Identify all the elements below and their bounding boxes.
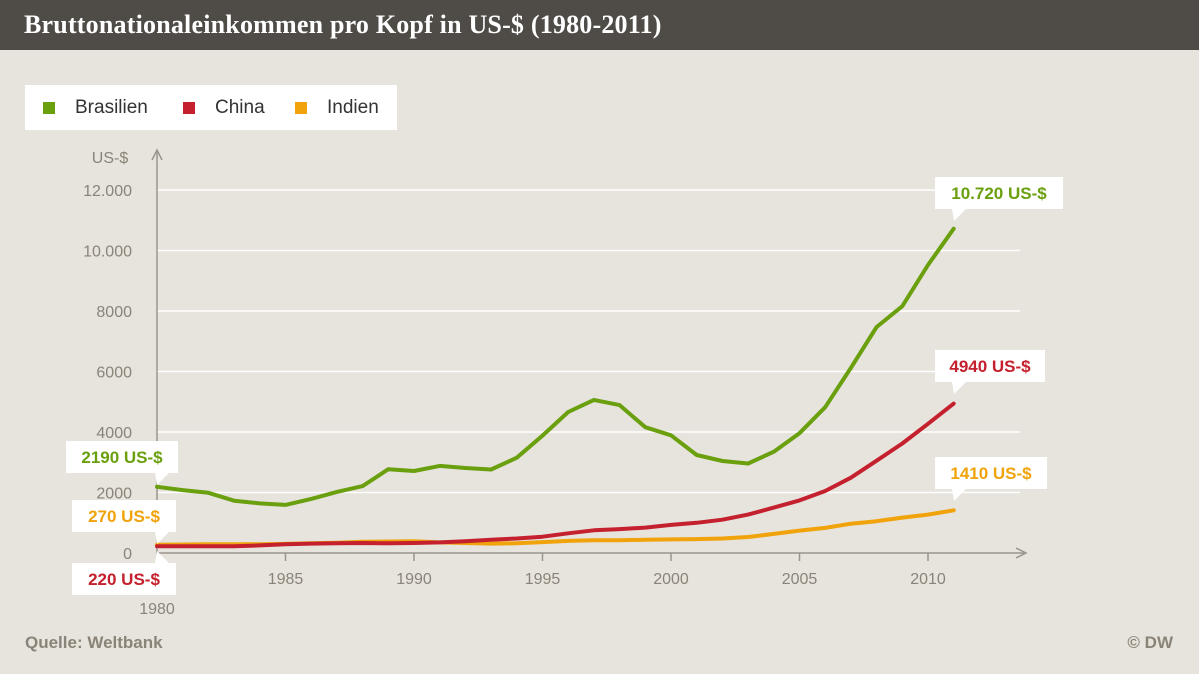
legend-swatch-brasilien [43,101,55,114]
annotation-indien-2011: 1410 US-$ [935,457,1047,501]
annotation-china-2011: 4940 US-$ [935,350,1045,394]
annotation-label: 270 US-$ [88,507,160,526]
legend-label-china: China [215,96,265,118]
annotation-china-1980: 220 US-$ [72,551,176,595]
legend-label-brasilien: Brasilien [75,96,148,118]
y-axis-arrow [151,148,163,161]
annotation-box [935,177,1063,209]
tick-labels: 0 2000 4000 6000 8000 10.000 12.000 US-$ 1980 198… [83,150,946,618]
legend-item-indien: Indien [295,85,379,130]
annotation-brasilien-1980: 2190 US-$ [66,441,178,485]
series-line-china [155,401,956,549]
annotation-label: 4940 US-$ [949,357,1031,376]
annotation-brasilien-2011: 10.720 US-$ [935,177,1063,221]
y-tick-label: 8000 [96,304,132,321]
legend-item-brasilien: Brasilien [43,85,148,130]
axes [151,148,1028,561]
y-axis-label: US-$ [92,150,129,167]
annotation-box [935,457,1047,489]
y-tick-label: 0 [123,546,132,563]
y-tick-label: 2000 [96,486,132,503]
legend-swatch-indien [295,101,307,114]
gridlines [157,189,1020,494]
title-bar: Bruttonationaleinkommen pro Kopf in US-$… [0,0,1199,50]
annotations: 2190 US-$ 270 US-$ 220 US-$ 10.720 US-$ 4940… [66,177,1063,595]
x-tick-label: 1990 [396,571,432,588]
series-line-indien [155,508,956,547]
annotation-box [66,441,178,473]
x-tick-label: 1980 [139,601,175,618]
annotation-box [935,350,1045,382]
copyright: © DW [1127,633,1173,652]
annotation-box [72,500,176,532]
annotation-label: 1410 US-$ [950,464,1032,483]
legend-swatch-china [183,101,195,114]
x-tick-label: 1995 [525,571,561,588]
annotation-box [72,563,176,595]
y-tick-label: 12.000 [83,183,132,200]
series-lines [155,226,956,549]
x-tick-label: 1985 [268,571,304,588]
y-tick-label: 4000 [96,425,132,442]
x-tick-label: 2000 [653,571,689,588]
legend-label-indien: Indien [327,96,379,118]
x-axis-arrow [1015,547,1028,559]
x-tick-label: 2005 [782,571,818,588]
annotation-pointer [155,551,169,563]
annotation-indien-1980: 270 US-$ [72,500,176,544]
source-note: Quelle: Weltbank [25,633,163,652]
legend-item-china: China [183,85,265,130]
annotation-label: 2190 US-$ [81,448,163,467]
annotation-label: 10.720 US-$ [951,184,1047,203]
chart-title: Bruttonationaleinkommen pro Kopf in US-$… [24,10,662,39]
annotation-pointer [952,489,966,501]
series-line-brasilien [155,226,956,507]
legend: Brasilien China Indien [25,85,397,130]
annotation-label: 220 US-$ [88,570,160,589]
y-tick-label: 10.000 [83,244,132,261]
annotation-pointer [952,382,966,394]
y-tick-label: 6000 [96,365,132,382]
annotation-pointer [155,473,169,485]
annotation-pointer [952,209,966,221]
x-tick-label: 2010 [910,571,946,588]
annotation-pointer [155,532,169,544]
